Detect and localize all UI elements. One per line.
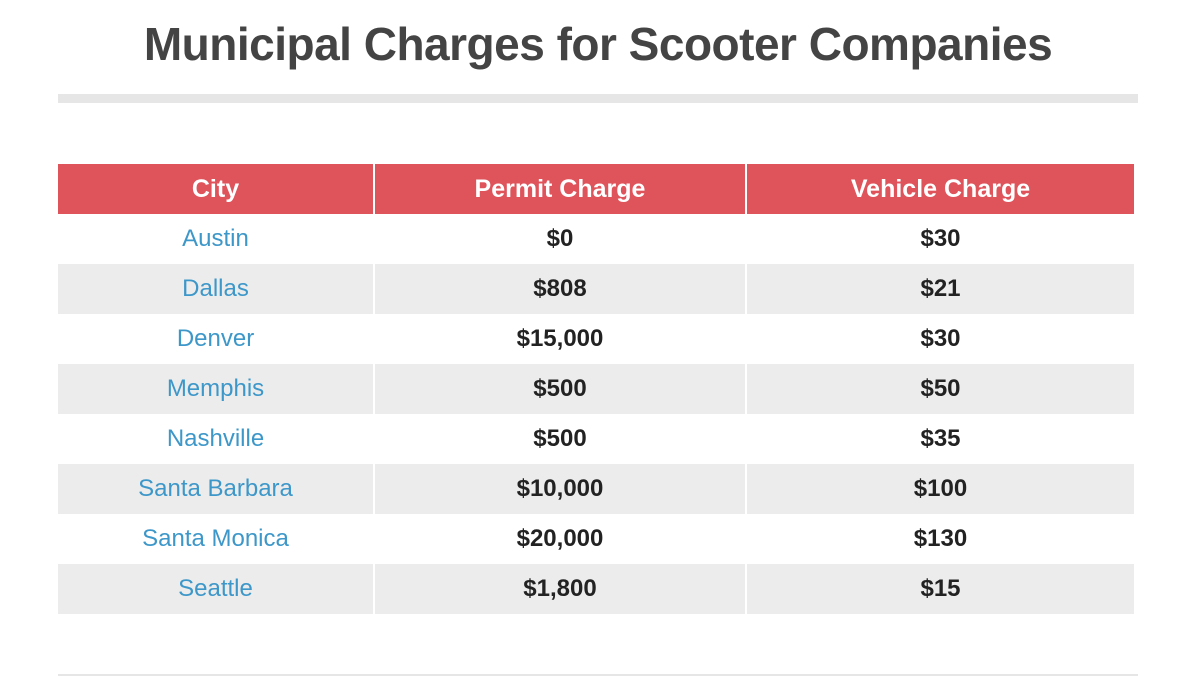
column-header-city: City	[58, 164, 375, 214]
title-divider	[58, 94, 1138, 103]
vehicle-charge-cell: $30	[746, 314, 1134, 364]
table-row: Denver $15,000 $30	[58, 314, 1134, 364]
vehicle-charge-cell: $50	[746, 364, 1134, 414]
vehicle-charge-cell: $21	[746, 264, 1134, 314]
charges-table: City Permit Charge Vehicle Charge Austin…	[58, 164, 1134, 614]
vehicle-charge-cell: $130	[746, 514, 1134, 564]
table-row: Santa Barbara $10,000 $100	[58, 464, 1134, 514]
table-row: Memphis $500 $50	[58, 364, 1134, 414]
table-row: Dallas $808 $21	[58, 264, 1134, 314]
table-row: Austin $0 $30	[58, 214, 1134, 264]
city-cell: Seattle	[58, 564, 375, 614]
table-row: Nashville $500 $35	[58, 414, 1134, 464]
permit-charge-cell: $15,000	[374, 314, 747, 364]
table-header-row: City Permit Charge Vehicle Charge	[58, 164, 1134, 214]
column-header-vehicle-charge: Vehicle Charge	[746, 164, 1134, 214]
city-cell: Santa Barbara	[58, 464, 375, 514]
page-title: Municipal Charges for Scooter Companies	[143, 18, 1053, 70]
table-row: Seattle $1,800 $15	[58, 564, 1134, 614]
permit-charge-cell: $808	[374, 264, 747, 314]
permit-charge-cell: $500	[374, 414, 747, 464]
city-cell: Memphis	[58, 364, 375, 414]
city-cell: Santa Monica	[58, 514, 375, 564]
table-body: Austin $0 $30 Dallas $808 $21 Denver $15,000 $30…	[58, 214, 1134, 614]
column-header-permit-charge: Permit Charge	[374, 164, 747, 214]
permit-charge-cell: $10,000	[374, 464, 747, 514]
vehicle-charge-cell: $15	[746, 564, 1134, 614]
city-cell: Nashville	[58, 414, 375, 464]
permit-charge-cell: $1,800	[374, 564, 747, 614]
vehicle-charge-cell: $30	[746, 214, 1134, 264]
permit-charge-cell: $0	[374, 214, 747, 264]
table-row: Santa Monica $20,000 $130	[58, 514, 1134, 564]
city-cell: Austin	[58, 214, 375, 264]
bottom-divider	[58, 674, 1138, 676]
permit-charge-cell: $500	[374, 364, 747, 414]
vehicle-charge-cell: $100	[746, 464, 1134, 514]
city-cell: Dallas	[58, 264, 375, 314]
permit-charge-cell: $20,000	[374, 514, 747, 564]
city-cell: Denver	[58, 314, 375, 364]
vehicle-charge-cell: $35	[746, 414, 1134, 464]
